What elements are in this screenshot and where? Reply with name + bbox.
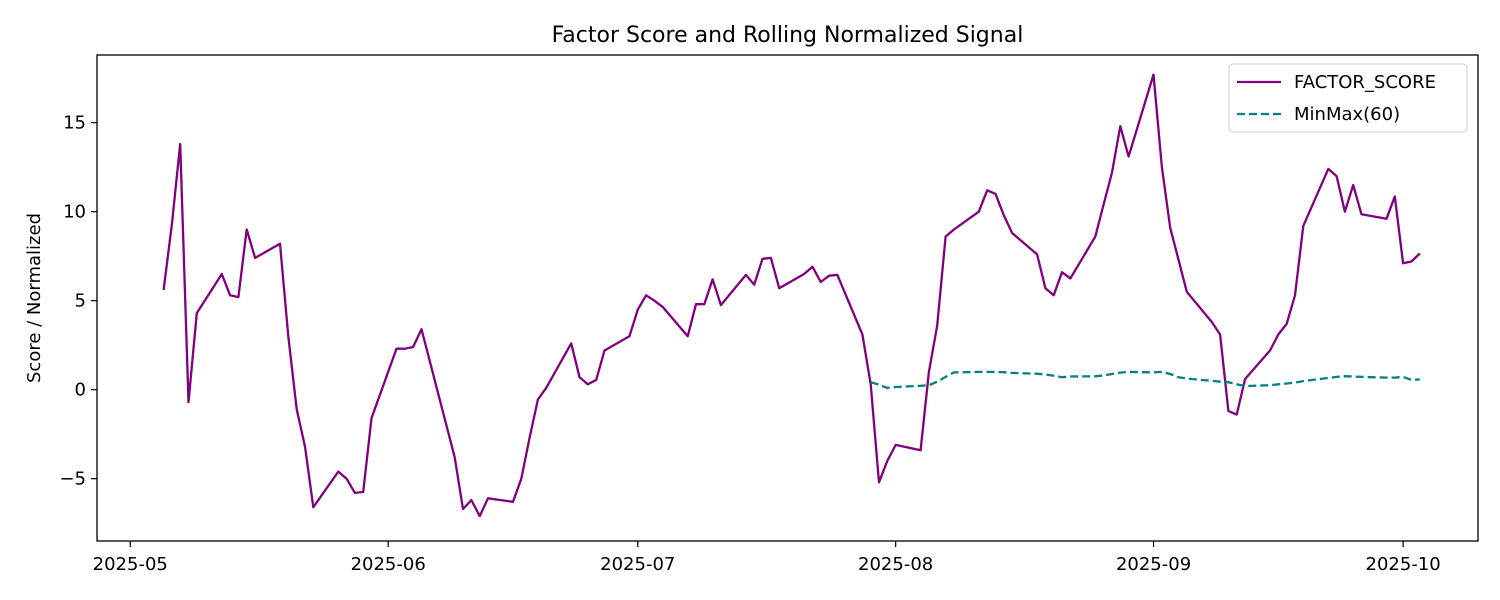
x-tick-label: 2025-06 — [351, 554, 426, 575]
plot-frame — [96, 54, 1479, 542]
chart-title: Factor Score and Rolling Normalized Sign… — [552, 23, 1024, 48]
y-tick-label: 10 — [63, 202, 86, 223]
x-tick-label: 2025-08 — [858, 554, 933, 575]
series-line-factor-score — [162, 73, 1421, 518]
y-axis-label: Score / Normalized — [24, 213, 45, 383]
legend-label: MinMax(60) — [1294, 104, 1400, 125]
y-tick-label: 15 — [63, 113, 86, 134]
x-tick-label: 2025-09 — [1116, 554, 1191, 575]
y-tick-label: 5 — [75, 291, 86, 312]
legend-label: FACTOR_SCORE — [1294, 72, 1436, 93]
axis-ticks: 2025-05 2025-06 2025-07 2025-08 2025-09 2025-… — [59, 113, 1440, 575]
x-tick-label: 2025-10 — [1366, 554, 1441, 575]
series-line-minmax-60 — [870, 370, 1420, 390]
series-lines — [162, 73, 1421, 518]
legend: FACTOR_SCORE MinMax(60) — [1228, 63, 1468, 133]
x-tick-label: 2025-05 — [93, 554, 168, 575]
legend-box — [1228, 63, 1468, 133]
y-tick-label: 0 — [75, 380, 86, 401]
y-tick-label: −5 — [59, 469, 86, 490]
x-tick-label: 2025-07 — [600, 554, 675, 575]
